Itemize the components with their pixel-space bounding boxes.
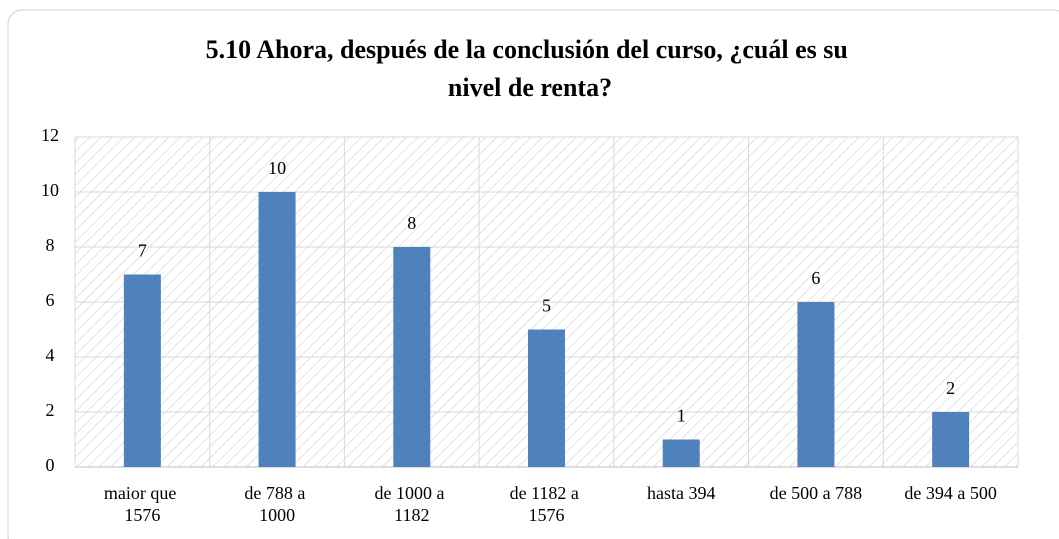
x-tick-label: de 1182 a 1576 xyxy=(510,483,584,525)
x-tick-label: hasta 394 xyxy=(647,483,715,503)
y-tick-label: 4 xyxy=(46,345,55,365)
bar xyxy=(123,274,161,467)
y-tick-label: 6 xyxy=(46,290,55,310)
x-tick-label: maior que 1576 xyxy=(104,483,181,525)
bar xyxy=(528,329,565,467)
data-label: 10 xyxy=(268,158,286,178)
bar xyxy=(662,439,700,467)
bar xyxy=(797,302,835,467)
data-label: 8 xyxy=(407,213,416,233)
x-tick-label: de 788 a 1000 xyxy=(244,483,309,525)
y-tick-label: 0 xyxy=(46,455,55,475)
data-label: 5 xyxy=(542,296,551,316)
y-tick-label: 10 xyxy=(41,180,59,200)
bar xyxy=(258,192,296,467)
y-tick-label: 8 xyxy=(46,235,55,255)
x-tick-label: de 1000 a 1182 xyxy=(375,483,449,525)
bar xyxy=(393,247,431,467)
y-tick-label: 2 xyxy=(46,400,55,420)
bar xyxy=(932,412,970,467)
data-label: 1 xyxy=(677,406,686,426)
data-label: 2 xyxy=(946,378,955,398)
y-tick-label: 12 xyxy=(41,125,59,145)
x-tick-label: de 394 a 500 xyxy=(904,483,996,503)
data-label: 7 xyxy=(138,241,147,261)
data-label: 6 xyxy=(811,268,820,288)
x-tick-label: de 500 a 788 xyxy=(770,483,862,503)
chart-title: 5.10 Ahora, después de la conclusión del… xyxy=(206,35,855,102)
